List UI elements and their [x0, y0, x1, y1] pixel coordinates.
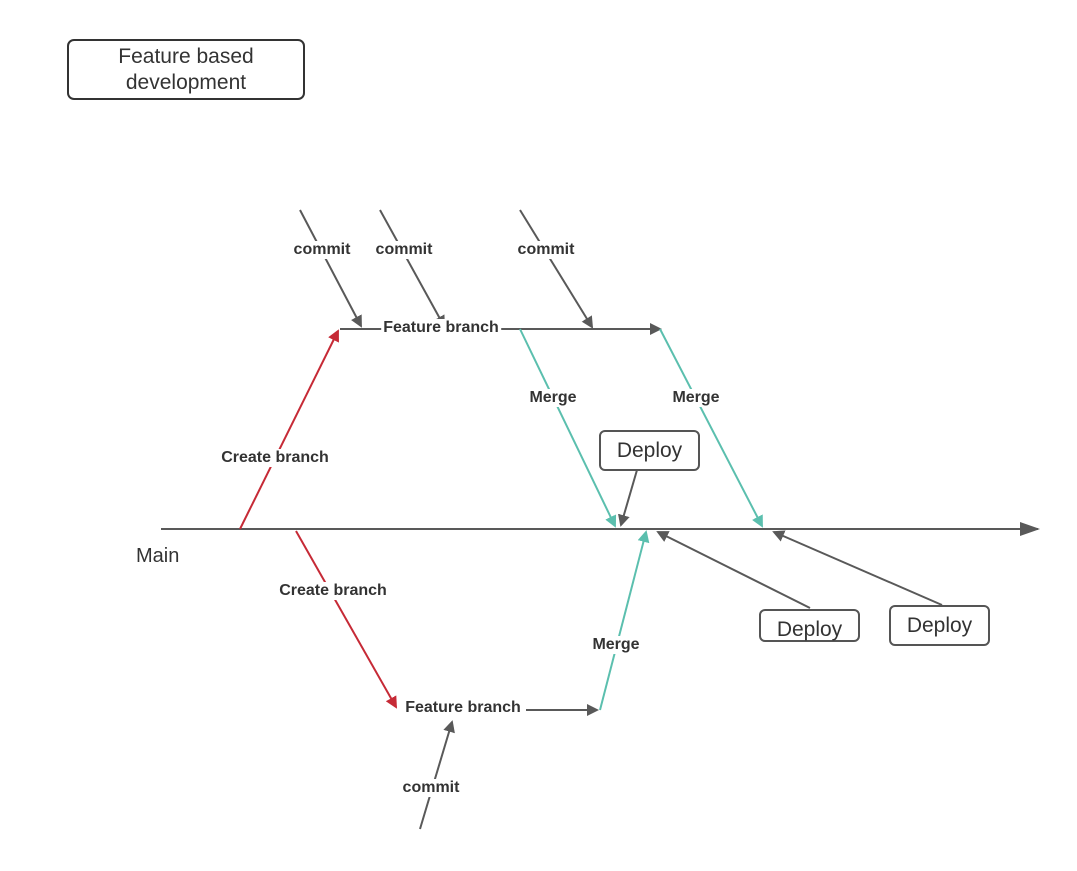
merge-arrow-2 — [659, 328, 763, 528]
deploy-arrow-3 — [772, 530, 943, 606]
create-branch-arrow-bottom — [295, 530, 397, 709]
deploy-label-1: Deploy — [616, 438, 683, 462]
commit-arrow-1 — [299, 209, 362, 328]
merge-label-2: Merge — [670, 389, 722, 407]
deploy-arrow-1 — [618, 469, 638, 527]
commit-arrow-4 — [419, 720, 455, 830]
commit-label-4: commit — [400, 779, 462, 797]
create-branch-arrow-top — [239, 329, 339, 530]
feature-branch-label-top: Feature branch — [381, 319, 501, 337]
deploy-box-1: Deploy — [599, 430, 700, 471]
create-branch-label-bottom: Create branch — [277, 582, 389, 600]
deploy-box-3: Deploy — [889, 605, 990, 646]
merge-arrow-1 — [519, 328, 617, 528]
deploy-box-2: Deploy — [759, 609, 860, 642]
merge-arrow-3 — [599, 530, 650, 711]
commit-arrow-3 — [519, 209, 594, 329]
feature-branch-label-bottom: Feature branch — [403, 699, 523, 717]
commit-label-1: commit — [291, 241, 353, 259]
deploy-label-3: Deploy — [906, 613, 973, 637]
create-branch-label-top: Create branch — [219, 449, 331, 467]
title-box: Feature based development — [67, 39, 305, 100]
deploy-label-2: Deploy — [776, 617, 843, 641]
commit-label-3: commit — [515, 241, 577, 259]
main-label: Main — [136, 545, 180, 567]
merge-label-1: Merge — [527, 389, 579, 407]
deploy-arrow-2 — [656, 531, 811, 609]
commit-label-2: commit — [373, 241, 435, 259]
diagram-title: Feature based development — [118, 44, 254, 94]
merge-label-3: Merge — [590, 636, 642, 654]
commit-arrow-2 — [379, 209, 445, 328]
